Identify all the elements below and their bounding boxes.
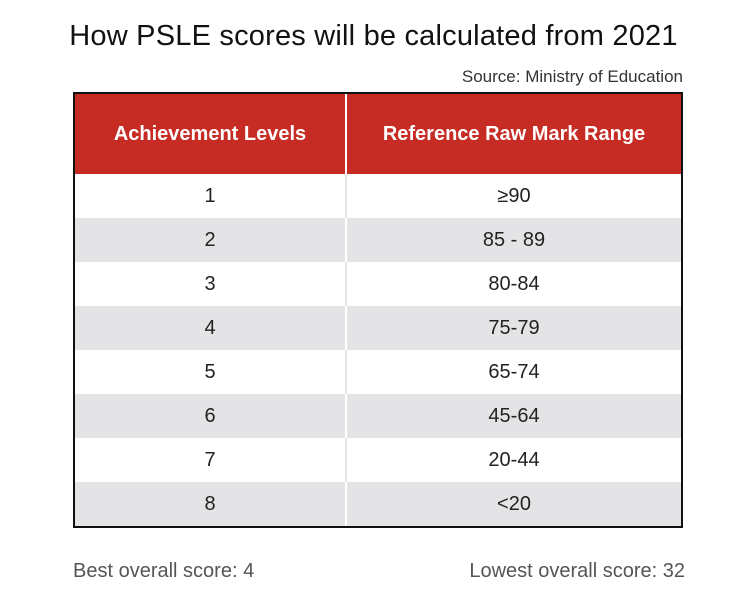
- achievement-level-cell: 5: [75, 350, 347, 394]
- table-row: 3 80-84: [75, 262, 681, 306]
- table-row: 1 ≥90: [75, 174, 681, 218]
- achievement-level-cell: 7: [75, 438, 347, 482]
- mark-range-cell: 20-44: [346, 438, 681, 482]
- header-raw-mark-range: Reference Raw Mark Range: [346, 94, 681, 174]
- achievement-level-cell: 3: [75, 262, 347, 306]
- table-row: 6 45-64: [75, 394, 681, 438]
- table-header-row: Achievement Levels Reference Raw Mark Ra…: [75, 94, 681, 174]
- source-note: Source: Ministry of Education: [461, 67, 683, 86]
- table-row: 7 20-44: [75, 438, 681, 482]
- achievement-level-cell: 2: [75, 218, 347, 262]
- achievement-level-cell: 4: [75, 306, 347, 350]
- mark-range-cell: 80-84: [346, 262, 681, 306]
- table-row: 5 65-74: [75, 350, 681, 394]
- header-achievement-levels: Achievement Levels: [75, 94, 347, 174]
- mark-range-cell: <20: [346, 482, 681, 526]
- achievement-level-cell: 8: [75, 482, 347, 526]
- mark-range-cell: 65-74: [346, 350, 681, 394]
- achievement-level-cell: 6: [75, 394, 347, 438]
- best-overall-score: Best overall score: 4: [73, 560, 255, 582]
- mark-range-cell: 75-79: [346, 306, 681, 350]
- mark-range-cell: 85 - 89: [346, 218, 681, 262]
- page-title: How PSLE scores will be calculated from …: [69, 20, 678, 52]
- score-table: Achievement Levels Reference Raw Mark Ra…: [75, 94, 681, 526]
- mark-range-cell: 45-64: [346, 394, 681, 438]
- table-row: 4 75-79: [75, 306, 681, 350]
- table-row: 8 <20: [75, 482, 681, 526]
- table-row: 2 85 - 89: [75, 218, 681, 262]
- lowest-overall-score: Lowest overall score: 32: [469, 560, 685, 582]
- score-table-container: Achievement Levels Reference Raw Mark Ra…: [73, 92, 683, 528]
- mark-range-cell: ≥90: [346, 174, 681, 218]
- achievement-level-cell: 1: [75, 174, 347, 218]
